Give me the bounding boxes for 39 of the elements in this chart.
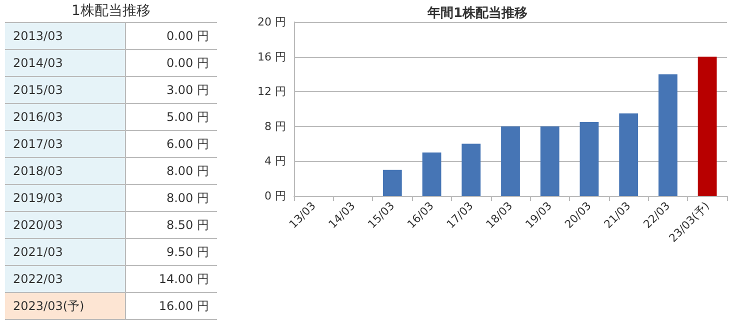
bar — [698, 56, 717, 196]
category-label: 2021/03 — [5, 238, 126, 266]
text: 8.50 円 — [166, 218, 209, 232]
text: 3.00 円 — [166, 82, 209, 96]
text: 16.00 円 — [158, 298, 209, 312]
text: 8.00 円 — [166, 190, 209, 204]
category-label: 2023/03(予) — [5, 292, 126, 320]
bar — [422, 152, 442, 196]
y-tick-label: 16 円 — [258, 50, 286, 64]
bar — [382, 170, 402, 196]
y-tick-label: 8 円 — [264, 120, 286, 133]
bar — [540, 126, 560, 196]
text: 5.00 円 — [166, 110, 209, 124]
y-tick-label: 12 円 — [258, 85, 286, 98]
text: 0.00 円 — [166, 56, 209, 70]
category-label: 2020/03 — [5, 212, 126, 238]
text: 8.00 円 — [166, 164, 209, 178]
category-label: 2019/03 — [5, 184, 126, 212]
category-label: 2015/03 — [5, 76, 126, 104]
category-label: 2016/03 — [5, 104, 126, 130]
bar — [462, 144, 481, 196]
bar — [501, 126, 520, 196]
category-label: 2017/03 — [5, 130, 126, 158]
category-label: 2022/03 — [5, 266, 126, 292]
y-tick-label: 0 円 — [264, 190, 286, 202]
bar — [619, 113, 638, 196]
bar — [580, 122, 599, 196]
category-label: 2013/03 — [5, 22, 126, 50]
text: 0.00 円 — [166, 28, 209, 42]
category-label: 2018/03 — [5, 158, 126, 184]
text: 9.50 円 — [166, 244, 209, 258]
category-label: 2014/03 — [5, 50, 126, 76]
text: 1株配当推移 — [70, 2, 152, 21]
y-tick-label: 20 円 — [258, 16, 286, 28]
chart-title: 年間1株配当推移 — [426, 6, 528, 21]
bar — [658, 74, 678, 196]
text: 6.00 円 — [166, 136, 209, 150]
y-tick-label: 4 円 — [264, 154, 286, 168]
text: 14.00 円 — [158, 272, 209, 286]
